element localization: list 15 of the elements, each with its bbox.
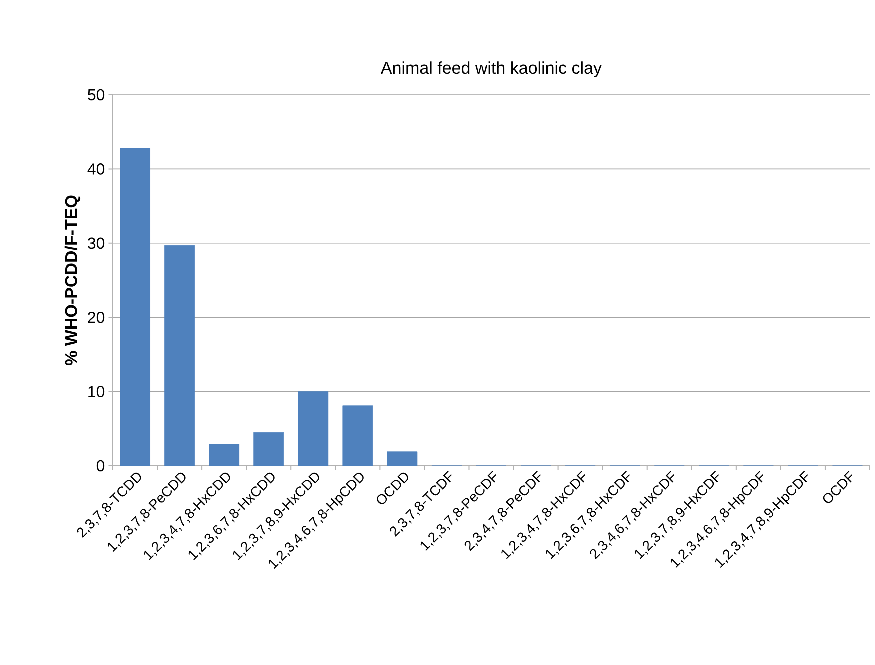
bar xyxy=(387,452,418,466)
y-axis-title: % WHO-PCDD/F-TEQ xyxy=(64,196,81,366)
y-tick-label: 0 xyxy=(96,460,105,472)
chart-title: Animal feed with kaolinic clay xyxy=(380,62,602,78)
bar xyxy=(120,148,150,466)
y-tick-label: 10 xyxy=(88,386,105,398)
y-tick-label: 40 xyxy=(88,164,105,175)
bar xyxy=(209,444,240,466)
y-tick-label: 50 xyxy=(88,89,105,101)
bar xyxy=(254,432,284,466)
bar xyxy=(298,392,329,466)
y-tick-label: 30 xyxy=(88,238,105,250)
bar xyxy=(342,406,374,466)
bar xyxy=(164,245,195,466)
y-tick-label: 20 xyxy=(88,312,105,324)
